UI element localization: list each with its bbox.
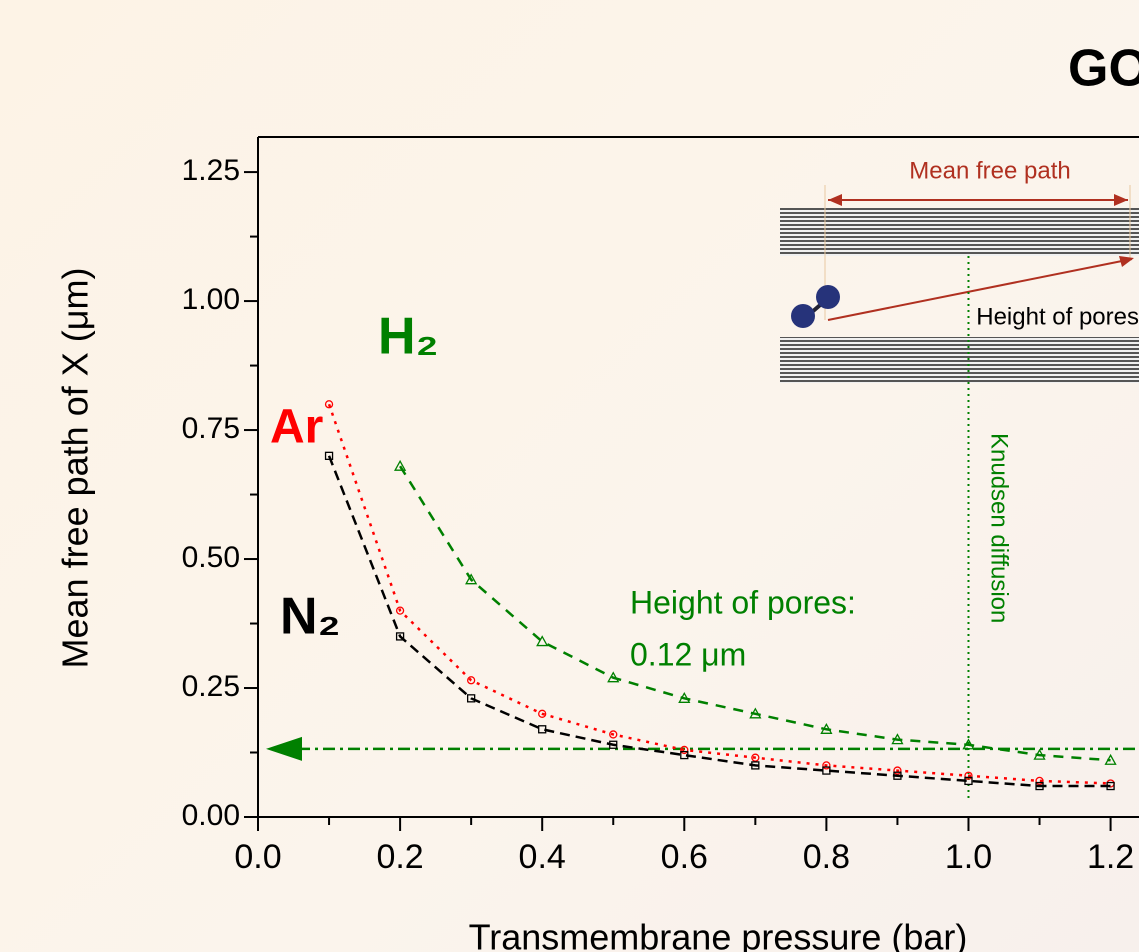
- arrow-head: [266, 736, 302, 761]
- marker: [393, 459, 407, 471]
- marker: [893, 771, 902, 780]
- marker: [536, 635, 549, 647]
- marker: [964, 776, 973, 786]
- marker: [822, 766, 831, 775]
- marker: [395, 632, 405, 641]
- arrow-head: [1119, 256, 1134, 267]
- marker: [324, 451, 334, 460]
- marker: [607, 671, 620, 683]
- inset-label: Mean free path: [909, 157, 1070, 184]
- marker: [1033, 748, 1046, 760]
- marker: [680, 750, 689, 760]
- marker: [1106, 781, 1115, 791]
- marker: [609, 730, 618, 739]
- marker: [466, 676, 476, 685]
- x-tick-label: 0.6: [661, 838, 708, 876]
- marker: [1104, 753, 1117, 765]
- annotation: Knudsen diffusion: [986, 433, 1013, 623]
- marker: [324, 400, 334, 409]
- annotation: 0.12 μm: [630, 636, 746, 672]
- marker: [751, 761, 760, 770]
- inset: Mean free path Height of pores: [780, 157, 1139, 383]
- marker: [609, 740, 618, 749]
- x-axis-label: Transmembrane pressure (bar): [469, 917, 968, 952]
- arrow: [827, 258, 1133, 321]
- y-tick-label: 0.00: [182, 799, 240, 832]
- atom: [816, 285, 840, 309]
- annotation: Height of pores:: [630, 584, 856, 620]
- marker: [1035, 781, 1044, 791]
- series-label: H₂: [378, 308, 439, 366]
- marker: [466, 694, 476, 703]
- marker: [538, 725, 547, 734]
- marker: [964, 771, 973, 780]
- marker: [465, 573, 478, 585]
- y-axis-label: Mean free path of X (μm): [55, 268, 96, 669]
- plate: [780, 208, 1139, 256]
- marker: [893, 766, 902, 775]
- series-label: Ar: [270, 401, 323, 454]
- chart-title: GO: [1068, 40, 1139, 98]
- marker: [678, 691, 691, 703]
- series-label: N₂: [280, 588, 341, 646]
- series-line: [327, 455, 1111, 788]
- marker: [820, 722, 833, 734]
- marker: [962, 738, 975, 750]
- marker: [538, 709, 547, 718]
- x-tick-label: 0.0: [234, 838, 281, 876]
- x-tick-label: 0.2: [376, 838, 423, 876]
- inset-label: Height of pores: [976, 303, 1139, 330]
- series-line: [327, 403, 1111, 785]
- series-line: [399, 465, 1111, 762]
- atom: [791, 304, 815, 328]
- y-tick-label: 1.25: [182, 154, 240, 187]
- marker: [751, 753, 760, 762]
- marker: [680, 745, 689, 755]
- y-tick-label: 1.00: [182, 283, 240, 316]
- plate: [780, 337, 1139, 383]
- y-tick-label: 0.25: [182, 670, 240, 703]
- marker: [891, 733, 904, 745]
- x-tick-label: 1.0: [945, 838, 992, 876]
- marker: [822, 761, 831, 770]
- marker: [749, 707, 762, 719]
- x-tick-label: 1.2: [1087, 838, 1134, 876]
- y-tick-label: 0.50: [182, 541, 240, 574]
- marker: [395, 606, 405, 615]
- y-tick-label: 0.75: [182, 412, 240, 445]
- x-tick-label: 0.4: [519, 838, 566, 876]
- marker: [1035, 776, 1044, 786]
- x-tick-label: 0.8: [803, 838, 850, 876]
